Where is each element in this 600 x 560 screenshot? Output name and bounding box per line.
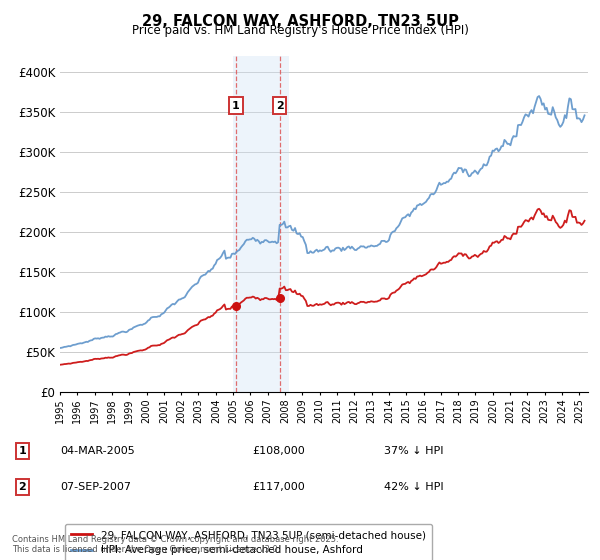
- Text: £108,000: £108,000: [252, 446, 305, 456]
- Text: 1: 1: [232, 101, 240, 111]
- Text: 37% ↓ HPI: 37% ↓ HPI: [384, 446, 443, 456]
- Text: 2: 2: [19, 482, 26, 492]
- Text: £117,000: £117,000: [252, 482, 305, 492]
- Text: 42% ↓ HPI: 42% ↓ HPI: [384, 482, 443, 492]
- Text: 29, FALCON WAY, ASHFORD, TN23 5UP: 29, FALCON WAY, ASHFORD, TN23 5UP: [142, 14, 458, 29]
- Text: 1: 1: [19, 446, 26, 456]
- Text: 2: 2: [275, 101, 283, 111]
- Text: Price paid vs. HM Land Registry's House Price Index (HPI): Price paid vs. HM Land Registry's House …: [131, 24, 469, 36]
- Text: 04-MAR-2005: 04-MAR-2005: [60, 446, 135, 456]
- Text: Contains HM Land Registry data © Crown copyright and database right 2025.
This d: Contains HM Land Registry data © Crown c…: [12, 535, 338, 554]
- Legend: 29, FALCON WAY, ASHFORD, TN23 5UP (semi-detached house), HPI: Average price, sem: 29, FALCON WAY, ASHFORD, TN23 5UP (semi-…: [65, 524, 432, 560]
- Bar: [233, 56, 289, 392]
- Text: 07-SEP-2007: 07-SEP-2007: [60, 482, 131, 492]
